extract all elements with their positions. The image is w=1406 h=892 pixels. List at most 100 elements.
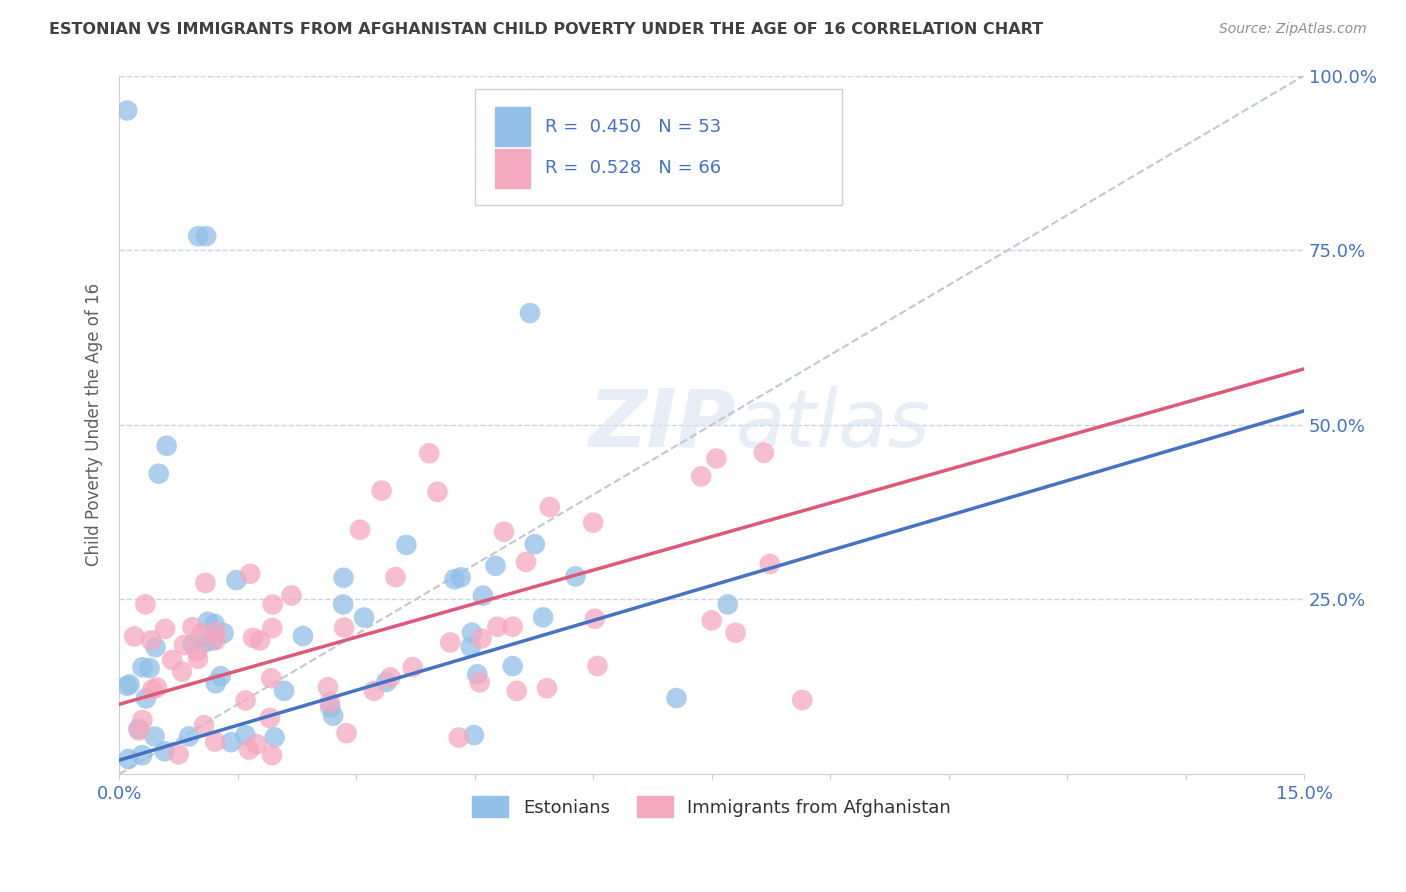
Point bbox=[492, 524, 515, 539]
Point bbox=[205, 632, 228, 647]
Point bbox=[242, 631, 264, 645]
Point bbox=[353, 610, 375, 624]
Point bbox=[690, 469, 713, 483]
FancyBboxPatch shape bbox=[475, 89, 842, 205]
Point bbox=[470, 632, 492, 646]
Point bbox=[316, 680, 339, 694]
Point bbox=[131, 713, 153, 727]
Point bbox=[138, 661, 160, 675]
Point bbox=[759, 557, 782, 571]
Point bbox=[262, 621, 284, 635]
Point bbox=[263, 731, 285, 745]
Point bbox=[146, 681, 169, 695]
Point bbox=[471, 589, 494, 603]
Y-axis label: Child Poverty Under the Age of 16: Child Poverty Under the Age of 16 bbox=[86, 284, 103, 566]
Point bbox=[515, 555, 537, 569]
Point bbox=[153, 622, 176, 636]
Point bbox=[523, 537, 546, 551]
Point bbox=[665, 691, 688, 706]
Point bbox=[209, 669, 232, 683]
Point bbox=[181, 620, 204, 634]
Point bbox=[332, 598, 354, 612]
Point bbox=[395, 538, 418, 552]
Text: R =  0.450   N = 53: R = 0.450 N = 53 bbox=[544, 118, 721, 136]
Point bbox=[332, 571, 354, 585]
Point bbox=[370, 483, 392, 498]
Point bbox=[260, 671, 283, 685]
Point bbox=[564, 569, 586, 583]
Point bbox=[197, 615, 219, 629]
Point bbox=[139, 633, 162, 648]
Point bbox=[115, 679, 138, 693]
Point bbox=[792, 693, 814, 707]
Point bbox=[536, 681, 558, 696]
Point bbox=[134, 598, 156, 612]
Point bbox=[194, 575, 217, 590]
Point bbox=[170, 665, 193, 679]
Point bbox=[439, 635, 461, 649]
Bar bbox=[495, 107, 530, 145]
Point bbox=[463, 728, 485, 742]
Point bbox=[153, 744, 176, 758]
Point bbox=[335, 726, 357, 740]
Point bbox=[349, 523, 371, 537]
Point bbox=[238, 742, 260, 756]
Point bbox=[333, 621, 356, 635]
Point bbox=[127, 722, 149, 736]
Point bbox=[204, 625, 226, 640]
Point bbox=[280, 589, 302, 603]
Point bbox=[135, 691, 157, 706]
Point bbox=[363, 684, 385, 698]
Point bbox=[519, 306, 541, 320]
Point bbox=[204, 676, 226, 690]
Point bbox=[190, 626, 212, 640]
Point bbox=[465, 667, 488, 681]
Point bbox=[128, 723, 150, 738]
Point bbox=[375, 674, 398, 689]
Point bbox=[461, 625, 484, 640]
Point bbox=[173, 638, 195, 652]
Point bbox=[186, 644, 208, 658]
Point bbox=[141, 682, 163, 697]
Point bbox=[195, 229, 218, 244]
Point bbox=[204, 734, 226, 748]
Point bbox=[450, 570, 472, 584]
Point bbox=[531, 610, 554, 624]
Point bbox=[117, 752, 139, 766]
Point bbox=[319, 700, 342, 714]
Point bbox=[443, 572, 465, 586]
Point bbox=[156, 439, 179, 453]
Bar bbox=[495, 149, 530, 187]
Point bbox=[145, 640, 167, 655]
Point bbox=[262, 748, 284, 763]
Point bbox=[447, 731, 470, 745]
Point bbox=[502, 659, 524, 673]
Point bbox=[538, 500, 561, 515]
Point bbox=[426, 484, 449, 499]
Point bbox=[700, 614, 723, 628]
Point bbox=[131, 660, 153, 674]
Point bbox=[249, 633, 271, 648]
Point bbox=[506, 684, 529, 698]
Point bbox=[380, 670, 402, 684]
Text: atlas: atlas bbox=[735, 386, 931, 464]
Point bbox=[262, 598, 284, 612]
Point bbox=[235, 693, 257, 707]
Point bbox=[148, 467, 170, 481]
Point bbox=[583, 612, 606, 626]
Point bbox=[460, 640, 482, 654]
Point bbox=[194, 635, 217, 649]
Point bbox=[115, 103, 138, 118]
Point bbox=[201, 633, 224, 648]
Point bbox=[167, 747, 190, 762]
Point bbox=[239, 566, 262, 581]
Point bbox=[582, 516, 605, 530]
Point bbox=[291, 629, 314, 643]
Point bbox=[118, 677, 141, 691]
Point bbox=[143, 730, 166, 744]
Point bbox=[160, 653, 183, 667]
Point bbox=[246, 737, 269, 751]
Text: ZIP: ZIP bbox=[588, 386, 735, 464]
Point bbox=[204, 616, 226, 631]
Point bbox=[401, 660, 423, 674]
